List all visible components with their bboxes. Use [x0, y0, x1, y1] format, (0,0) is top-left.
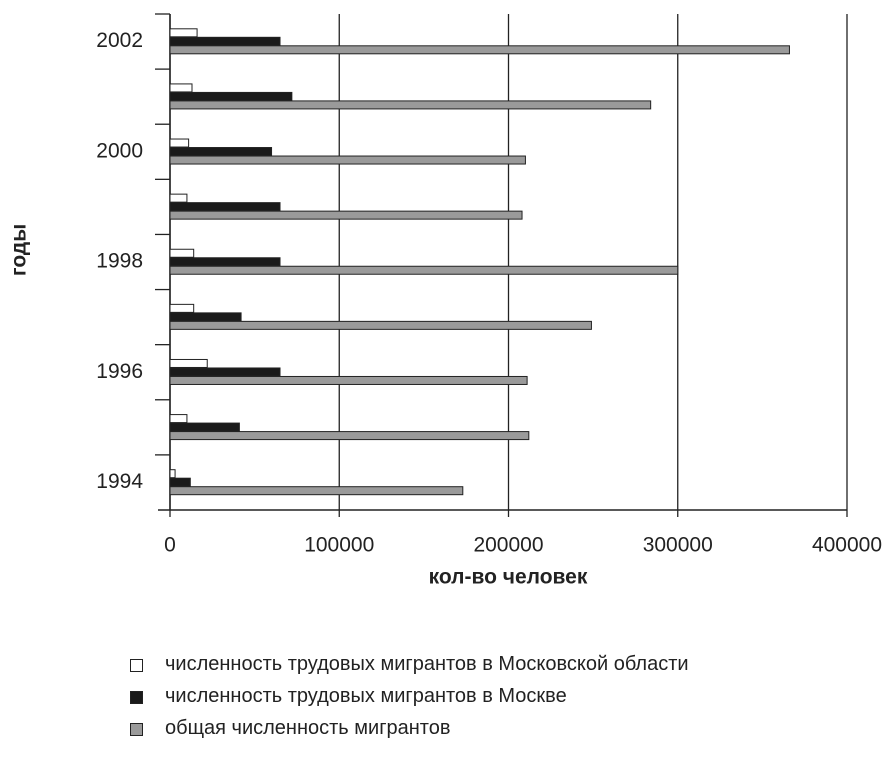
- bar: [169, 100, 652, 110]
- bar: [169, 91, 293, 101]
- bar: [169, 422, 240, 432]
- x-tick-label: 100000: [304, 534, 374, 557]
- bar: [169, 248, 195, 258]
- bar: [169, 193, 188, 203]
- legend-item: численность трудовых мигрантов в Московс…: [124, 652, 724, 676]
- legend-label: численность трудовых мигрантов в Московс…: [165, 653, 689, 675]
- legend-swatch: [130, 659, 143, 672]
- bar: [169, 367, 281, 377]
- bar: [169, 486, 464, 496]
- x-tick-label: 300000: [643, 534, 713, 557]
- y-tick-label: 1994: [96, 470, 143, 493]
- y-axis-title: годы: [8, 224, 31, 276]
- bar: [169, 477, 191, 487]
- bar: [169, 257, 281, 267]
- bar: [169, 320, 592, 330]
- legend: численность трудовых мигрантов в Московс…: [124, 652, 724, 748]
- legend-swatch: [130, 723, 143, 736]
- y-tick-label: 2000: [96, 139, 143, 162]
- bar: [169, 431, 530, 441]
- y-tick-label: 1996: [96, 360, 143, 383]
- y-tick-label: 1998: [96, 250, 143, 273]
- x-axis-title: кол-во человек: [429, 566, 588, 589]
- bar: [169, 28, 198, 38]
- legend-label: численность трудовых мигрантов в Москве: [165, 685, 567, 707]
- chart: кол-во человек годы 0 100000 200000 300000 4…: [8, 13, 882, 589]
- bar: [169, 303, 195, 313]
- y-tick-label: 2002: [96, 29, 143, 52]
- legend-item: общая численность мигрантов: [124, 716, 724, 740]
- bar: [169, 375, 528, 385]
- legend-swatch: [130, 691, 143, 704]
- x-tick-label: 400000: [812, 534, 882, 557]
- bar: [169, 147, 273, 157]
- bar: [169, 202, 281, 212]
- bar: [169, 155, 526, 165]
- bar: [169, 414, 188, 424]
- x-tick-label: 0: [164, 534, 176, 557]
- bar: [169, 138, 190, 148]
- legend-label: общая численность мигрантов: [165, 717, 451, 739]
- bar: [169, 45, 790, 55]
- bar: [169, 83, 193, 93]
- bar: [169, 358, 208, 368]
- bar: [169, 312, 242, 322]
- x-tick-label: 200000: [473, 534, 543, 557]
- bar: [169, 469, 176, 479]
- bar: [169, 265, 679, 275]
- bar: [169, 210, 523, 220]
- bar: [169, 36, 281, 46]
- legend-item: численность трудовых мигрантов в Москве: [124, 684, 724, 708]
